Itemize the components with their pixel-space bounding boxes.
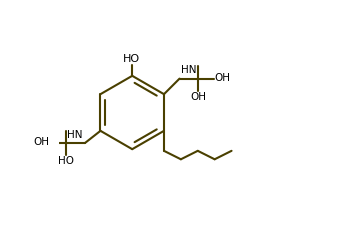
Text: HN: HN [181, 65, 196, 75]
Text: HN: HN [67, 130, 83, 140]
Text: HO: HO [57, 156, 73, 166]
Text: OH: OH [34, 137, 50, 147]
Text: OH: OH [190, 92, 206, 102]
Text: OH: OH [215, 73, 231, 83]
Text: HO: HO [122, 54, 140, 64]
